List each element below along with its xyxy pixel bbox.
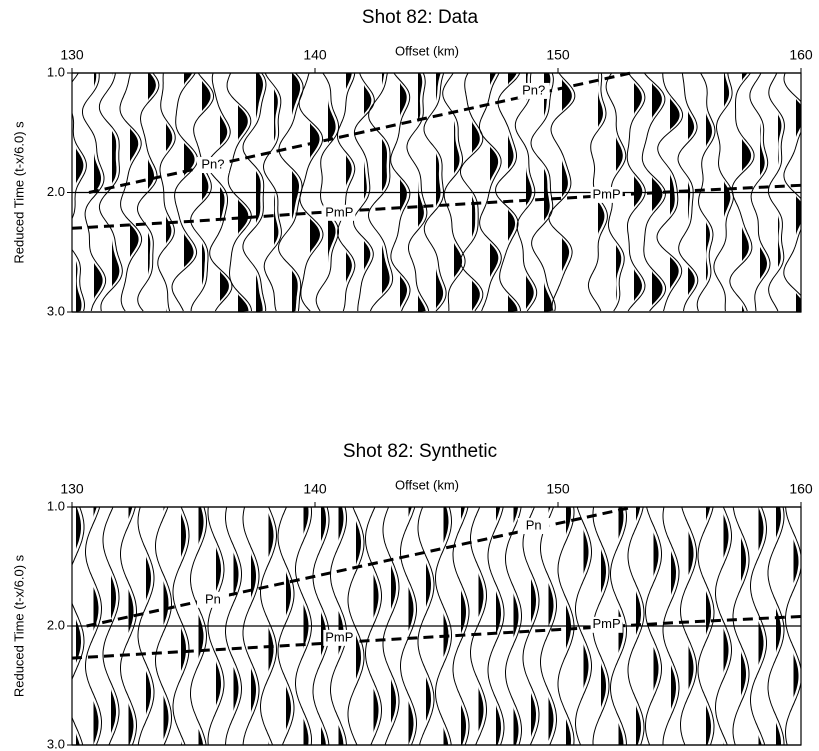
seismic-trace-fill	[531, 507, 536, 745]
seismic-trace-fill	[373, 507, 379, 745]
seismic-trace-fill	[148, 73, 156, 312]
y-tick-label: 3.0	[47, 303, 65, 318]
x-tick-label: 140	[303, 481, 327, 497]
travel-time-curve	[71, 615, 802, 660]
annotation: Pn	[205, 591, 221, 606]
seismic-trace-fill	[583, 507, 589, 745]
seismic-trace-fill	[671, 507, 676, 745]
annotation: Pn	[526, 517, 542, 532]
annotation-bg	[323, 204, 356, 221]
annotation-bg	[517, 518, 550, 535]
seismic-trace-fill	[548, 507, 554, 745]
y-tick-label: 2.0	[47, 617, 65, 632]
seismic-trace-fill	[562, 73, 572, 312]
seismic-trace-fill	[793, 507, 799, 745]
seismic-trace-fill	[688, 73, 695, 312]
annotation-bg	[590, 186, 623, 203]
annotation: PmP	[593, 186, 621, 201]
x-tick-label: 160	[789, 47, 813, 63]
seismic-trace-fill	[286, 507, 291, 745]
seismic-trace-fill	[688, 507, 694, 745]
x-tick-label: 150	[546, 47, 570, 63]
seismic-trace-fill	[742, 73, 752, 312]
annotation-bg	[517, 82, 550, 99]
seismic-trace-fill	[146, 507, 151, 745]
seismic-trace-fill	[112, 73, 120, 312]
annotation: Pn?	[201, 156, 224, 171]
seismic-trace-fill	[274, 73, 279, 312]
seismic-trace-fill	[598, 73, 605, 312]
y-tick-label: 1.0	[47, 64, 65, 79]
x-tick-label: 160	[789, 481, 813, 497]
y-tick-label: 2.0	[47, 184, 65, 199]
seismic-trace-fill	[346, 73, 352, 312]
seismic-trace-fill	[418, 73, 426, 312]
annotation-bg	[196, 157, 229, 174]
seismic-trace-fill	[268, 507, 274, 745]
seismic-trace-fill	[130, 73, 139, 312]
annotation: PmP	[325, 204, 353, 219]
seismic-trace-fill	[778, 73, 782, 312]
seismic-trace-fill	[233, 507, 239, 745]
seismic-trace-fill	[653, 507, 659, 745]
seismic-trace-fill	[251, 507, 256, 745]
seismic-trace-fill	[94, 73, 103, 312]
x-axis-label: Offset (km)	[395, 43, 459, 58]
annotation: Pn?	[522, 82, 545, 97]
seismic-trace-fill	[472, 73, 480, 312]
seismic-trace-fill	[356, 507, 361, 745]
seismic-trace-fill	[382, 73, 390, 312]
seismic-trace-fill	[741, 507, 746, 745]
annotation-bg	[323, 629, 356, 646]
seismic-trace-fill	[426, 507, 431, 745]
x-tick-label: 130	[60, 481, 84, 497]
panel: Shot 82: Data Offset (km) Reduced Time (t-…	[11, 7, 812, 318]
seismic-trace-fill	[216, 507, 221, 745]
seismic-trace-fill	[181, 507, 186, 745]
seismic-trace-fill	[166, 73, 173, 312]
seismic-trace-fill	[163, 507, 169, 745]
seismic-trace-fill	[478, 507, 484, 745]
seismic-trace-fill	[220, 73, 229, 312]
annotation-bg	[590, 616, 623, 633]
seismic-trace-fill	[111, 507, 116, 745]
seismic-trace-fill	[723, 507, 729, 745]
chart-title: Shot 82: Synthetic	[343, 441, 497, 462]
x-tick-label: 130	[60, 47, 84, 63]
seismic-trace-fill	[184, 73, 195, 312]
annotation: PmP	[593, 616, 621, 631]
y-axis-label: Reduced Time (t-x/6.0) s	[11, 554, 26, 697]
seismic-trace-fill	[391, 507, 396, 745]
annotation-bg	[196, 591, 229, 608]
seismic-trace-fill	[706, 73, 712, 312]
y-tick-label: 1.0	[47, 498, 65, 513]
seismic-trace-fill	[760, 73, 767, 312]
panel: Shot 82: Synthetic Offset (km) Reduced Tim…	[11, 441, 812, 751]
seismic-trace-fill	[76, 73, 84, 312]
seismic-trace-fill	[601, 507, 606, 745]
x-tick-label: 140	[303, 47, 327, 63]
seismic-trace-fill	[364, 73, 372, 312]
y-axis-label: Reduced Time (t-x/6.0) s	[11, 121, 26, 264]
y-tick-label: 3.0	[47, 736, 65, 751]
seismic-trace-fill	[310, 73, 320, 312]
seismic-trace-fill	[328, 73, 336, 312]
x-axis-label: Offset (km)	[395, 477, 459, 492]
travel-time-curve	[88, 71, 632, 194]
seismic-trace-fill	[616, 73, 623, 312]
seismic-trace-fill	[490, 73, 499, 312]
chart-title: Shot 82: Data	[362, 7, 479, 28]
seismic-trace-fill	[796, 73, 801, 312]
travel-time-curve	[71, 183, 802, 230]
seismic-trace-fill	[454, 73, 463, 312]
seismic-trace-fill	[238, 73, 249, 312]
annotation: PmP	[325, 629, 353, 644]
x-tick-label: 150	[546, 481, 570, 497]
